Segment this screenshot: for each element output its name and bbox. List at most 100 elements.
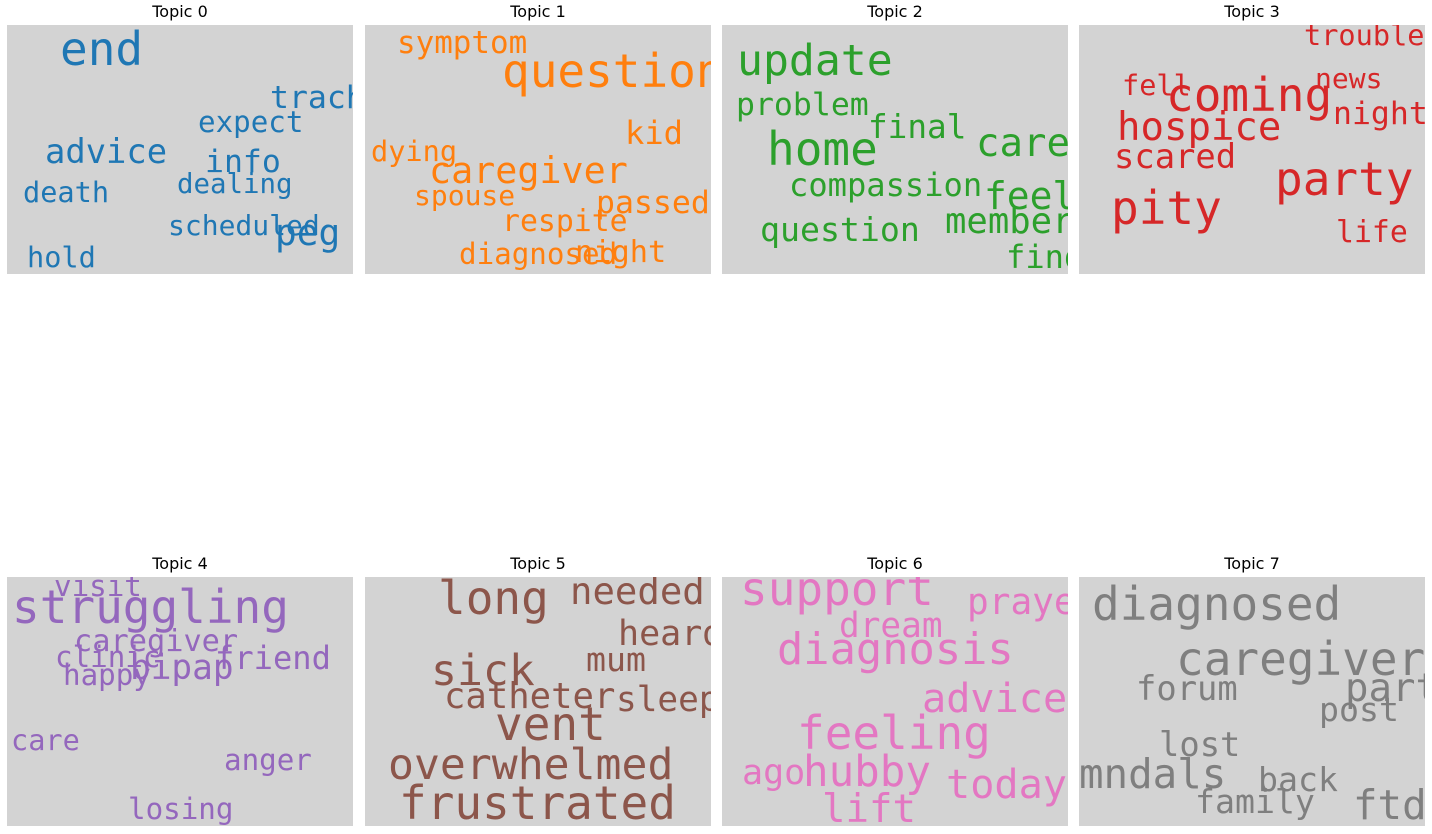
word-mum: mum: [586, 640, 646, 679]
topic-2-wordcloud: update home care problem final compassion feel…: [722, 25, 1068, 274]
word-fell: fell: [1122, 68, 1191, 102]
topic-2-title: Topic 2: [867, 2, 923, 21]
word-symptom: symptom: [397, 25, 527, 61]
word-sick: sick: [431, 646, 535, 696]
word-friend: friend: [215, 639, 331, 677]
word-pity: pity: [1111, 181, 1222, 235]
word-question: question: [502, 44, 711, 98]
word-problem: problem: [736, 87, 869, 123]
word-long: long: [438, 577, 549, 625]
topic-5-wordcloud: long neededheard sick mumcathetersleepvento…: [365, 577, 711, 826]
word-ftd: ftd: [1353, 781, 1425, 826]
word-diagnosed: diagnosed: [1092, 577, 1341, 631]
word-happy: happy: [63, 658, 151, 692]
word-life: life: [1336, 215, 1408, 250]
word-caregiver: caregiver: [429, 149, 628, 192]
word-expect: expect: [198, 105, 303, 139]
word-passed: passed: [596, 185, 710, 221]
topic-0-wordcloud: end advice trach peg info expect dealing death s…: [7, 25, 353, 274]
word-losing: losing: [128, 792, 233, 826]
word-scared: scared: [1114, 137, 1236, 176]
word-caregiver: caregiver: [74, 624, 238, 659]
word-back: back: [1258, 760, 1338, 799]
topic-5-title: Topic 5: [510, 554, 566, 573]
word-find: find: [1006, 238, 1068, 274]
word-compassion: compassion: [789, 166, 982, 204]
word-update: update: [737, 36, 893, 86]
topic-6-wordcloud: support prayer dreamdiagnosisadvicefeeling…: [722, 577, 1068, 826]
topic-0-wordcloud-svg: end advice trach peg info expect dealing death s…: [23, 25, 353, 274]
topic-4-wordcloud: struggling bipap friend caregiver clinic happ…: [7, 577, 353, 826]
word-respite: respite: [502, 204, 628, 239]
topic-0-title: Topic 0: [152, 2, 208, 21]
word-anger: anger: [224, 743, 312, 777]
topic-4-title: Topic 4: [152, 554, 208, 573]
word-diagnosed: diagnosed: [459, 237, 617, 271]
word-catheter: catheter: [444, 676, 615, 717]
word-scheduled: scheduled: [168, 209, 320, 242]
word-post: post: [1319, 690, 1399, 729]
topic-5-wordcloud-svg: long neededheard sick mumcathetersleepvento…: [388, 577, 711, 826]
word-dream: dream: [839, 606, 943, 646]
word-hospice: hospice: [1117, 105, 1281, 150]
word-needed: needed: [570, 577, 705, 613]
word-ago: ago: [742, 753, 805, 793]
word-coming: coming: [1166, 68, 1332, 122]
word-mndals: mndals: [1079, 750, 1226, 798]
word-night: night: [575, 235, 666, 270]
topic-3-title: Topic 3: [1224, 2, 1280, 21]
word-vent: vent: [495, 697, 606, 751]
word-support: support: [740, 577, 934, 616]
word-family: family: [1195, 782, 1315, 821]
word-peg: peg: [275, 212, 340, 254]
word-bipap: bipap: [130, 648, 234, 688]
word-heard: heard: [618, 614, 711, 654]
topic-3-wordcloud: coming party pity hospice scared night trouble…: [1079, 25, 1425, 274]
word-end: end: [60, 25, 143, 76]
word-care: care: [11, 723, 80, 757]
word-prayer: prayer: [967, 581, 1068, 623]
word-night: night: [1333, 96, 1425, 132]
word-frustrated: frustrated: [399, 776, 676, 826]
word-party: party: [1275, 152, 1413, 206]
topic-6-wordcloud-svg: support prayer dreamdiagnosisadvicefeeling…: [740, 577, 1068, 826]
word-news: news: [1315, 62, 1382, 95]
word-visit: visit: [54, 577, 142, 603]
word-care: care: [976, 121, 1068, 166]
word-trouble: trouble: [1304, 25, 1425, 52]
topic-1-title: Topic 1: [510, 2, 566, 21]
word-caregiver: caregiver: [1176, 632, 1425, 686]
word-today: today: [946, 762, 1067, 808]
word-final: final: [868, 108, 966, 146]
word-dying: dying: [371, 134, 457, 168]
word-lift: lift: [822, 787, 916, 826]
topic-7-wordcloud: diagnosedcaregiverpart forum post lostmndal…: [1079, 577, 1425, 826]
word-advice: advice: [45, 132, 167, 171]
word-spouse: spouse: [414, 179, 515, 212]
topic-6-title: Topic 6: [867, 554, 923, 573]
word-death: death: [23, 175, 109, 209]
word-part: part: [1345, 666, 1425, 711]
word-hubby: hubby: [803, 748, 931, 797]
topic-1-wordcloud: question symptom caregiver kid passed dying sp…: [365, 25, 711, 274]
topic-7-title: Topic 7: [1224, 554, 1280, 573]
word-trach: trach: [270, 80, 353, 116]
word-hold: hold: [27, 240, 96, 274]
word-struggling: struggling: [12, 580, 289, 634]
word-kid: kid: [625, 114, 683, 152]
word-feeling: feeling: [797, 706, 991, 760]
word-lost: lost: [1159, 725, 1240, 764]
word-advice: advice: [922, 676, 1067, 722]
word-overwhelmed: overwhelmed: [388, 740, 673, 790]
topic-7-wordcloud-svg: diagnosedcaregiverpart forum post lostmndal…: [1079, 577, 1425, 826]
word-feel: feel: [984, 174, 1068, 218]
word-info: info: [205, 144, 281, 180]
topic-4-wordcloud-svg: struggling bipapfriendcaregiverclinichapp…: [11, 577, 331, 826]
word-dealing: dealing: [177, 169, 292, 200]
word-sleep: sleep: [616, 680, 711, 720]
word-home: home: [767, 122, 878, 176]
word-question: question: [760, 210, 920, 249]
